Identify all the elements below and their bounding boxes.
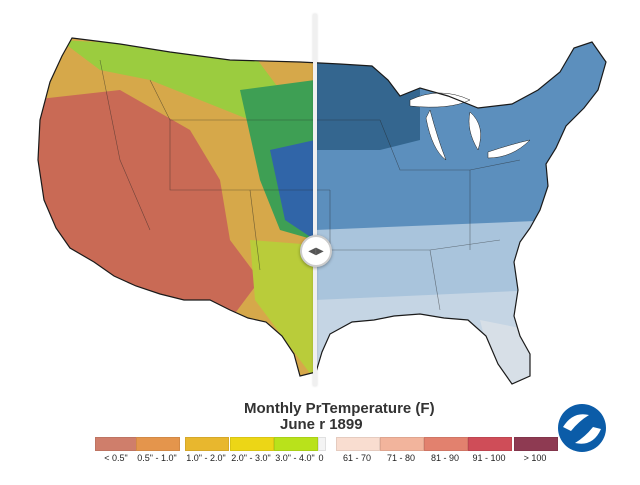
precip-legend-swatch bbox=[274, 437, 318, 451]
precip-legend-label: 3.0" - 4.0" bbox=[275, 453, 315, 463]
precip-title-text: Monthly Pr bbox=[244, 400, 322, 417]
precip-legend-label: < 0.5" bbox=[104, 453, 128, 463]
temp-legend-swatch bbox=[424, 437, 468, 451]
noaa-logo-icon bbox=[558, 404, 606, 452]
temp-legend-label: 61 - 70 bbox=[342, 453, 372, 463]
temp-legend-label: 71 - 80 bbox=[386, 453, 416, 463]
temp-legend-swatch bbox=[336, 437, 380, 451]
comparison-divider[interactable] bbox=[313, 14, 317, 386]
us-outline bbox=[37, 37, 607, 385]
temp-legend-swatch bbox=[380, 437, 424, 451]
temp-legend-swatch bbox=[468, 437, 512, 451]
temp-legend-label: 81 - 90 bbox=[430, 453, 460, 463]
precip-south-region bbox=[250, 240, 315, 380]
temp-legend-swatch bbox=[514, 437, 558, 451]
precip-legend-swatch bbox=[95, 437, 139, 451]
precip-legend-label: 0.5" - 1.0" bbox=[137, 453, 177, 463]
date-right: r 1899 bbox=[319, 416, 363, 433]
precip-legend-swatch bbox=[230, 437, 274, 451]
temp-cool-region bbox=[315, 60, 420, 150]
temp-legend-label: > 100 bbox=[523, 453, 547, 463]
great-lakes bbox=[409, 92, 531, 161]
slider-arrows-icon: ◀▶ bbox=[308, 245, 324, 257]
temp-legend-label: 0 bbox=[318, 453, 324, 463]
precip-north-region bbox=[60, 40, 280, 120]
precip-legend-label: 1.0" - 2.0" bbox=[186, 453, 226, 463]
date-left: June bbox=[280, 416, 316, 433]
precip-legend-label: 2.0" - 3.0" bbox=[231, 453, 271, 463]
temp-legend-label: 91 - 100 bbox=[472, 453, 506, 463]
comparison-slider-handle[interactable]: ◀▶ bbox=[300, 235, 332, 267]
date-title: June r 1899 bbox=[280, 416, 363, 433]
temp-title-text: Temperature (F) bbox=[321, 400, 435, 417]
temp-warmest-region bbox=[480, 320, 530, 384]
precip-title: Monthly PrTemperature (F) bbox=[244, 400, 435, 417]
precip-legend-swatch bbox=[136, 437, 180, 451]
temp-legend-swatch bbox=[318, 437, 326, 451]
precip-legend-swatch bbox=[185, 437, 229, 451]
